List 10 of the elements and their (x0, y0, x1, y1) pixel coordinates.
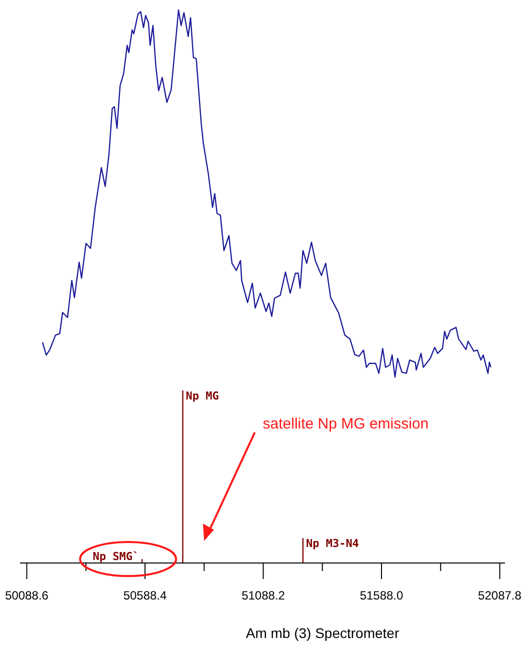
annotation: satellite Np MG emission (262, 415, 429, 432)
x-tick-label: 50588.4 (123, 588, 168, 603)
annotation: Np MG (186, 389, 220, 402)
x-tick-label: 52087.8 (478, 588, 522, 603)
x-tick-label: 51588.0 (360, 588, 404, 603)
annotation: Np M3-N4 (306, 537, 360, 550)
x-axis-title: Am mb (3) Spectrometer (246, 625, 400, 641)
x-tick-label: 51088.2 (242, 588, 286, 603)
annotation: Np SMG` (92, 550, 140, 563)
x-tick-label: 50088.6 (5, 588, 49, 603)
